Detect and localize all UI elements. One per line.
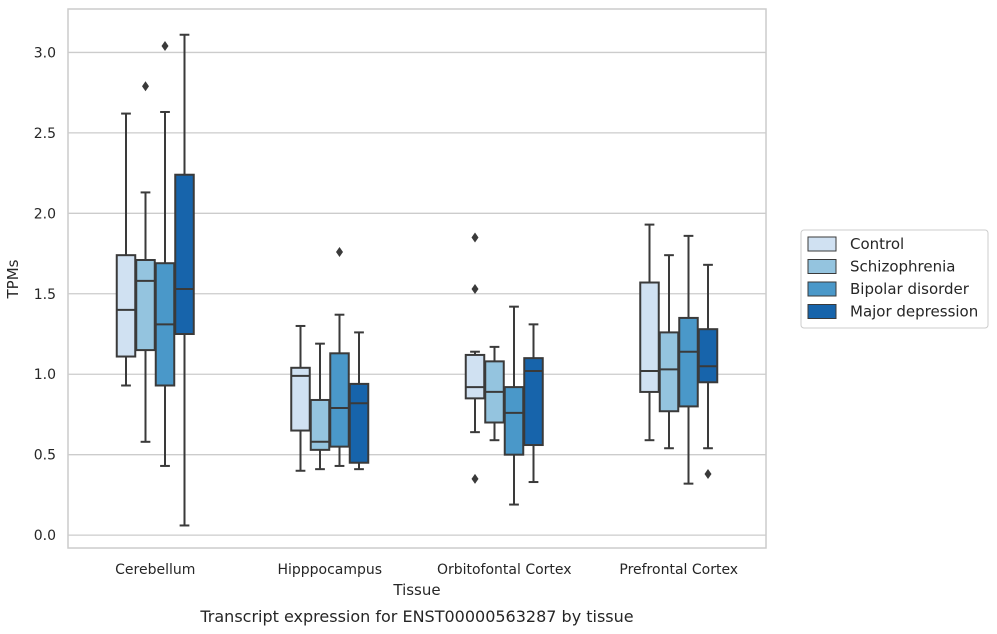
box-major-depression: [697, 263, 719, 479]
box-iqr: [697, 328, 719, 384]
legend-label: Schizophrenia: [850, 258, 955, 276]
box-iqr: [135, 258, 156, 352]
legend: Control Schizophrenia Bipolar disorder Majo…: [800, 229, 989, 329]
x-axis-label: Tissue: [392, 581, 440, 599]
y-tick-label: 1.5: [34, 287, 56, 303]
legend-label: Major depression: [850, 303, 978, 321]
box-iqr: [174, 173, 195, 336]
box-schizophrenia: [309, 342, 331, 471]
y-tick-label: 0.5: [34, 448, 56, 464]
box-iqr: [658, 331, 680, 413]
y-tick-label: 3.0: [34, 45, 56, 61]
box-schizophrenia: [658, 254, 680, 450]
box-bipolar-disorder: [678, 234, 699, 485]
box-iqr: [503, 386, 525, 456]
box-control: [115, 112, 137, 387]
box-iqr: [348, 382, 370, 464]
y-axis-label: TPMs: [4, 259, 22, 299]
box-bipolar-disorder: [329, 246, 350, 467]
y-tick-label: 2.0: [34, 206, 56, 222]
x-tick-label: Prefrontal Cortex: [619, 562, 738, 578]
x-tick-label: Orbitofontal Cortex: [437, 562, 572, 578]
legend-swatch: [807, 259, 837, 274]
outlier-point: [471, 473, 479, 484]
legend-label: Bipolar disorder: [850, 280, 970, 298]
box-major-depression: [523, 323, 544, 484]
box-iqr: [464, 353, 486, 400]
y-axis: 0.0 0.5 1.0 1.5 2.0 2.5 3.0: [34, 45, 56, 544]
legend-swatch: [807, 281, 837, 297]
box-major-depression: [348, 331, 370, 471]
legend-label: Control: [850, 235, 904, 253]
box-iqr: [678, 316, 699, 408]
outlier-point: [142, 81, 149, 92]
box-iqr: [639, 281, 660, 393]
legend-swatch: [807, 236, 837, 252]
x-tick-label: Hipppocampus: [277, 562, 382, 578]
box-major-depression: [174, 33, 195, 527]
y-tick-label: 2.5: [34, 126, 56, 142]
box-iqr: [290, 366, 311, 432]
box-iqr: [329, 352, 350, 448]
legend-swatch: [807, 304, 837, 319]
outlier-point: [471, 232, 479, 243]
x-axis: Cerebellum Hipppocampus Orbitofontal Corte…: [115, 562, 738, 578]
box-layer: [115, 33, 719, 527]
legend-frame: [800, 229, 989, 329]
outlier-point: [161, 41, 169, 52]
box-iqr: [523, 357, 544, 447]
box-iqr: [115, 254, 137, 358]
box-schizophrenia: [135, 81, 156, 443]
box-bipolar-disorder: [154, 41, 176, 467]
outlier-point: [704, 468, 712, 479]
y-tick-label: 0.0: [34, 528, 56, 544]
chart-caption: Transcript expression for ENST0000056328…: [199, 607, 633, 626]
outlier-point: [471, 283, 479, 294]
y-tick-label: 1.0: [34, 367, 56, 383]
x-tick-label: Cerebellum: [115, 562, 195, 578]
outlier-point: [336, 246, 343, 257]
box-control: [464, 232, 486, 484]
plot-frame: [67, 8, 767, 549]
box-schizophrenia: [484, 345, 505, 442]
